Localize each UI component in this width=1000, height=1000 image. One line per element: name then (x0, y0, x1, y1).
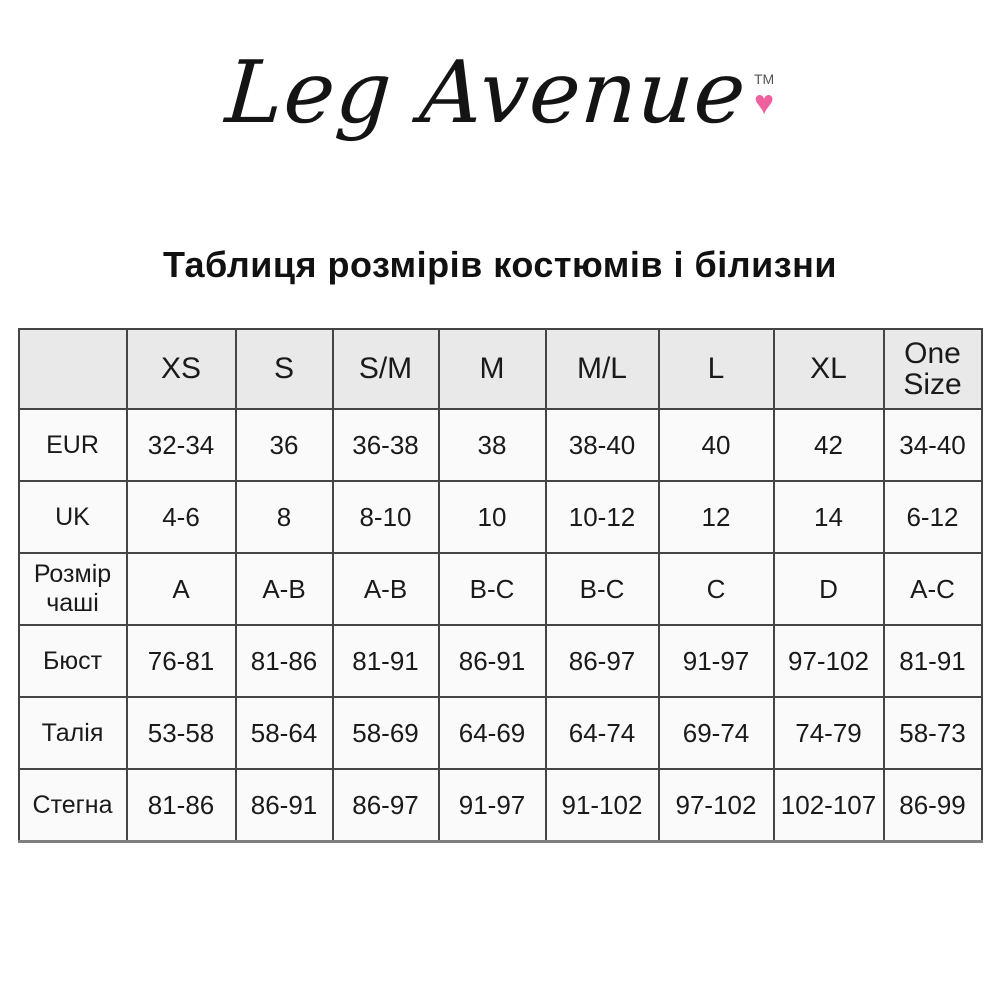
table-row-waist: Талія 53-58 58-64 58-69 64-69 64-74 69-7… (17, 696, 983, 770)
table-row-hips: Стегна 81-86 86-91 86-97 91-97 91-102 97… (17, 768, 983, 843)
cell-waist-sm: 58-69 (331, 696, 440, 770)
cell-hips-s: 86-91 (234, 768, 334, 843)
cell-cup-ml: B-C (544, 552, 660, 626)
cell-uk-sm: 8-10 (331, 480, 440, 554)
trademark-symbol: TM (753, 71, 775, 87)
cell-eur-xl: 42 (772, 408, 885, 482)
cell-cup-xs: A (125, 552, 237, 626)
column-header-ml: M/L (544, 328, 660, 410)
cell-bust-s: 81-86 (234, 624, 334, 698)
cell-eur-one-size: 34-40 (882, 408, 983, 482)
cell-eur-l: 40 (657, 408, 775, 482)
cell-cup-s: A-B (234, 552, 334, 626)
cell-uk-xs: 4-6 (125, 480, 237, 554)
cell-eur-s: 36 (234, 408, 334, 482)
cell-bust-ml: 86-97 (544, 624, 660, 698)
cell-eur-m: 38 (437, 408, 547, 482)
cell-uk-m: 10 (437, 480, 547, 554)
row-label-cup-size: Розмір чаші (17, 552, 128, 626)
brand-logo: Leg Avenue TM ♥ (0, 43, 1000, 176)
cell-hips-xs: 81-86 (125, 768, 237, 843)
cell-bust-one-size: 81-91 (882, 624, 983, 698)
cell-bust-xl: 97-102 (772, 624, 885, 698)
table-row-eur: EUR 32-34 36 36-38 38 38-40 40 42 34-40 (17, 408, 983, 482)
column-header-one-size: One Size (882, 328, 983, 410)
row-label-hips: Стегна (17, 768, 128, 843)
table-row-cup-size: Розмір чаші A A-B A-B B-C B-C C D A-C (17, 552, 983, 626)
corner-cell (17, 328, 128, 410)
cell-uk-l: 12 (657, 480, 775, 554)
cell-bust-sm: 81-91 (331, 624, 440, 698)
cell-waist-l: 69-74 (657, 696, 775, 770)
column-header-l: L (657, 328, 775, 410)
column-header-m: M (437, 328, 547, 410)
cell-hips-sm: 86-97 (331, 768, 440, 843)
cell-uk-ml: 10-12 (544, 480, 660, 554)
table-row-bust: Бюст 76-81 81-86 81-91 86-91 86-97 91-97… (17, 624, 983, 698)
cell-hips-ml: 91-102 (544, 768, 660, 843)
cell-hips-l: 97-102 (657, 768, 775, 843)
column-header-s: S (234, 328, 334, 410)
cell-uk-xl: 14 (772, 480, 885, 554)
cell-waist-s: 58-64 (234, 696, 334, 770)
cell-eur-sm: 36-38 (331, 408, 440, 482)
cell-waist-ml: 64-74 (544, 696, 660, 770)
cell-uk-s: 8 (234, 480, 334, 554)
cell-bust-m: 86-91 (437, 624, 547, 698)
cell-waist-xl: 74-79 (772, 696, 885, 770)
cell-waist-m: 64-69 (437, 696, 547, 770)
cell-cup-m: B-C (437, 552, 547, 626)
cell-bust-xs: 76-81 (125, 624, 237, 698)
cell-cup-sm: A-B (331, 552, 440, 626)
column-header-sm: S/M (331, 328, 440, 410)
size-table: XS S S/M M M/L L XL One Size EUR 32-34 3… (17, 328, 983, 843)
cell-hips-one-size: 86-99 (882, 768, 983, 843)
cell-cup-l: C (657, 552, 775, 626)
heart-icon: ♥ (753, 84, 775, 122)
cell-eur-ml: 38-40 (544, 408, 660, 482)
cell-bust-l: 91-97 (657, 624, 775, 698)
cell-cup-xl: D (772, 552, 885, 626)
column-header-xs: XS (125, 328, 237, 410)
cell-waist-xs: 53-58 (125, 696, 237, 770)
cell-hips-m: 91-97 (437, 768, 547, 843)
size-table-container: XS S S/M M M/L L XL One Size EUR 32-34 3… (0, 328, 1000, 843)
row-label-waist: Талія (17, 696, 128, 770)
column-header-xl: XL (772, 328, 885, 410)
row-label-eur: EUR (17, 408, 128, 482)
cell-waist-one-size: 58-73 (882, 696, 983, 770)
cell-uk-one-size: 6-12 (882, 480, 983, 554)
header-row: XS S S/M M M/L L XL One Size (17, 328, 983, 410)
cell-cup-one-size: A-C (882, 552, 983, 626)
table-row-uk: UK 4-6 8 8-10 10 10-12 12 14 6-12 (17, 480, 983, 554)
brand-logo-text: Leg Avenue (222, 43, 750, 143)
row-label-uk: UK (17, 480, 128, 554)
cell-eur-xs: 32-34 (125, 408, 237, 482)
brand-logo-marks: TM ♥ (753, 71, 775, 122)
page-title: Таблиця розмірів костюмів і білизни (162, 244, 838, 285)
cell-hips-xl: 102-107 (772, 768, 885, 843)
row-label-bust: Бюст (17, 624, 128, 698)
